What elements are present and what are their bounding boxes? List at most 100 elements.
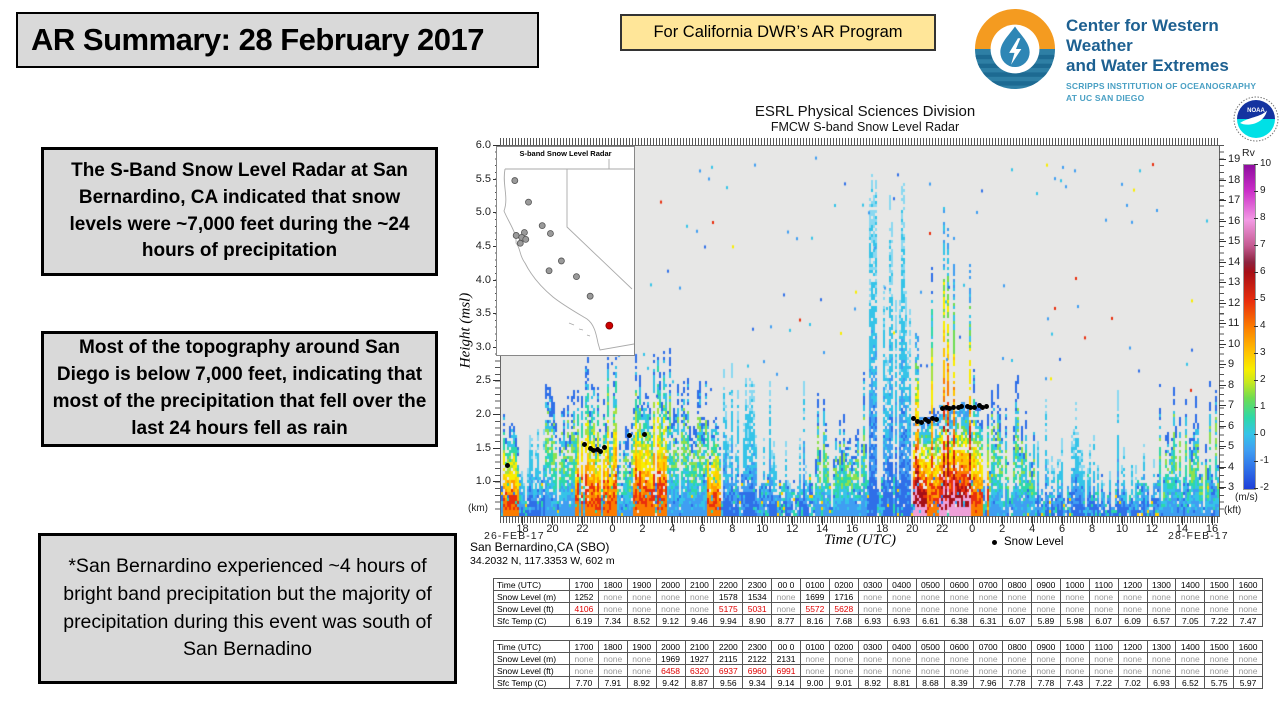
table-cell: 0600 bbox=[944, 640, 975, 653]
x-tick-label: 6 bbox=[699, 523, 706, 535]
table-cell: 7.43 bbox=[1059, 676, 1090, 689]
colorbar-tick bbox=[1254, 218, 1258, 219]
table-cell: none bbox=[1059, 664, 1090, 677]
y-tick-label: 4.5 bbox=[475, 239, 491, 252]
chart-title: ESRL Physical Sciences Division bbox=[754, 103, 976, 120]
table-row: Time (UTC) 1700 1800 1900 2000 2100 2200 2300 00… bbox=[493, 640, 1263, 653]
colorbar-tick bbox=[1254, 245, 1258, 246]
y-tick-label: 6.0 bbox=[475, 139, 491, 151]
table-cell: 0600 bbox=[944, 578, 975, 591]
table-cell: none bbox=[1059, 652, 1090, 665]
slide-title-box: AR Summary: 28 February 2017 bbox=[16, 12, 539, 68]
reflectivity-colorbar bbox=[1243, 164, 1256, 490]
table-cell: 1927 bbox=[684, 652, 715, 665]
table-cell: none bbox=[828, 652, 859, 665]
x-tick-label: 20 bbox=[906, 523, 919, 535]
table-cell: none bbox=[886, 652, 917, 665]
kft-tick-label: 19 bbox=[1228, 153, 1241, 166]
radar-site-dot bbox=[538, 222, 546, 230]
snow-level-point bbox=[918, 419, 924, 425]
kft-major-tick bbox=[1219, 405, 1226, 407]
snow-level-point bbox=[947, 405, 953, 411]
kft-major-tick bbox=[1219, 446, 1226, 448]
x-major-tick bbox=[941, 516, 944, 525]
table-cell: none bbox=[1088, 664, 1119, 677]
table-cell: 6937 bbox=[713, 664, 744, 677]
x-major-tick bbox=[1181, 516, 1184, 525]
kft-major-tick bbox=[1219, 343, 1226, 345]
table-cell: 7.78 bbox=[1031, 676, 1061, 689]
y-major-tick bbox=[493, 380, 500, 382]
table-cell: 5628 bbox=[828, 602, 859, 615]
table-cell: none bbox=[684, 590, 715, 603]
table-cell: 9.14 bbox=[771, 676, 801, 689]
table-cell: none bbox=[1233, 590, 1263, 603]
table-cell: 0700 bbox=[973, 640, 1004, 653]
table-cell: none bbox=[973, 590, 1004, 603]
table-cell: none bbox=[973, 664, 1004, 677]
y-major-tick bbox=[493, 414, 500, 416]
row-header: Snow Level (ft) bbox=[493, 664, 570, 677]
program-label-box: For California DWR’s AR Program bbox=[620, 14, 936, 51]
colorbar-tick-label: 7 bbox=[1260, 239, 1266, 250]
svg-text:NOAA: NOAA bbox=[1247, 108, 1265, 114]
table-cell: none bbox=[973, 602, 1004, 615]
table-cell: 9.01 bbox=[828, 676, 859, 689]
table-cell: none bbox=[886, 590, 917, 603]
kft-tick-label: 3 bbox=[1228, 481, 1235, 494]
kft-tick-label: 16 bbox=[1228, 214, 1241, 227]
table-cell: none bbox=[1059, 602, 1090, 615]
kft-major-tick bbox=[1219, 159, 1226, 161]
colorbar-tick bbox=[1254, 380, 1258, 381]
note-text: Most of the topography around San Diego … bbox=[52, 337, 427, 439]
colorbar-tick-label: 9 bbox=[1260, 185, 1266, 196]
colorbar-tick-label: 4 bbox=[1260, 320, 1266, 331]
colorbar-tick-label: 0 bbox=[1260, 428, 1266, 439]
table-cell: none bbox=[771, 590, 801, 603]
table-cell: 5.98 bbox=[1059, 614, 1090, 627]
table-cell: 1900 bbox=[626, 640, 657, 653]
colorbar-tick bbox=[1254, 164, 1258, 165]
y-tick-label: 5.5 bbox=[475, 172, 491, 185]
row-header: Time (UTC) bbox=[493, 640, 570, 653]
table-cell: 1716 bbox=[828, 590, 859, 603]
table-cell: 9.00 bbox=[800, 676, 830, 689]
table-cell: none bbox=[569, 664, 599, 677]
table-cell: none bbox=[1002, 602, 1032, 615]
table-cell: none bbox=[1146, 664, 1177, 677]
radar-site-dot bbox=[586, 292, 594, 300]
table-cell: none bbox=[915, 602, 946, 615]
table-cell: none bbox=[1146, 602, 1177, 615]
row-header: Sfc Temp (C) bbox=[493, 614, 570, 627]
table-cell: none bbox=[1146, 652, 1177, 665]
table-cell: 6991 bbox=[771, 664, 801, 677]
noaa-logo-icon: NOAA bbox=[1233, 96, 1279, 142]
table-cell: 6458 bbox=[655, 664, 686, 677]
x-major-tick bbox=[1211, 516, 1213, 525]
table-cell: 0800 bbox=[1002, 640, 1032, 653]
x-tick-label: 18 bbox=[876, 523, 889, 535]
y-major-tick bbox=[493, 145, 500, 146]
table-cell: 8.87 bbox=[684, 676, 715, 689]
table-cell: 0800 bbox=[1002, 578, 1032, 591]
x-major-tick bbox=[551, 516, 554, 525]
table-cell: 7.68 bbox=[828, 614, 859, 627]
table-cell: 7.96 bbox=[973, 676, 1004, 689]
snow-level-point bbox=[926, 419, 932, 425]
table-cell: 0400 bbox=[886, 578, 917, 591]
table-cell: none bbox=[1088, 590, 1119, 603]
snow-level-point bbox=[915, 418, 921, 424]
table-cell: none bbox=[1031, 590, 1061, 603]
table-cell: 1700 bbox=[569, 640, 599, 653]
table-cell: 1800 bbox=[597, 640, 628, 653]
colorbar-tick-label: 6 bbox=[1260, 266, 1266, 277]
x-major-tick bbox=[911, 516, 914, 525]
row-header: Time (UTC) bbox=[493, 578, 570, 591]
table-cell: 6.93 bbox=[857, 614, 888, 627]
table-cell: none bbox=[857, 602, 888, 615]
kft-tick-label: 14 bbox=[1228, 255, 1241, 268]
radar-site-dot bbox=[525, 198, 532, 206]
table-cell: none bbox=[626, 590, 657, 603]
table-row: Sfc Temp (C) 7.70 7.91 8.92 9.42 8.87 9.56 9.34… bbox=[493, 676, 1263, 689]
